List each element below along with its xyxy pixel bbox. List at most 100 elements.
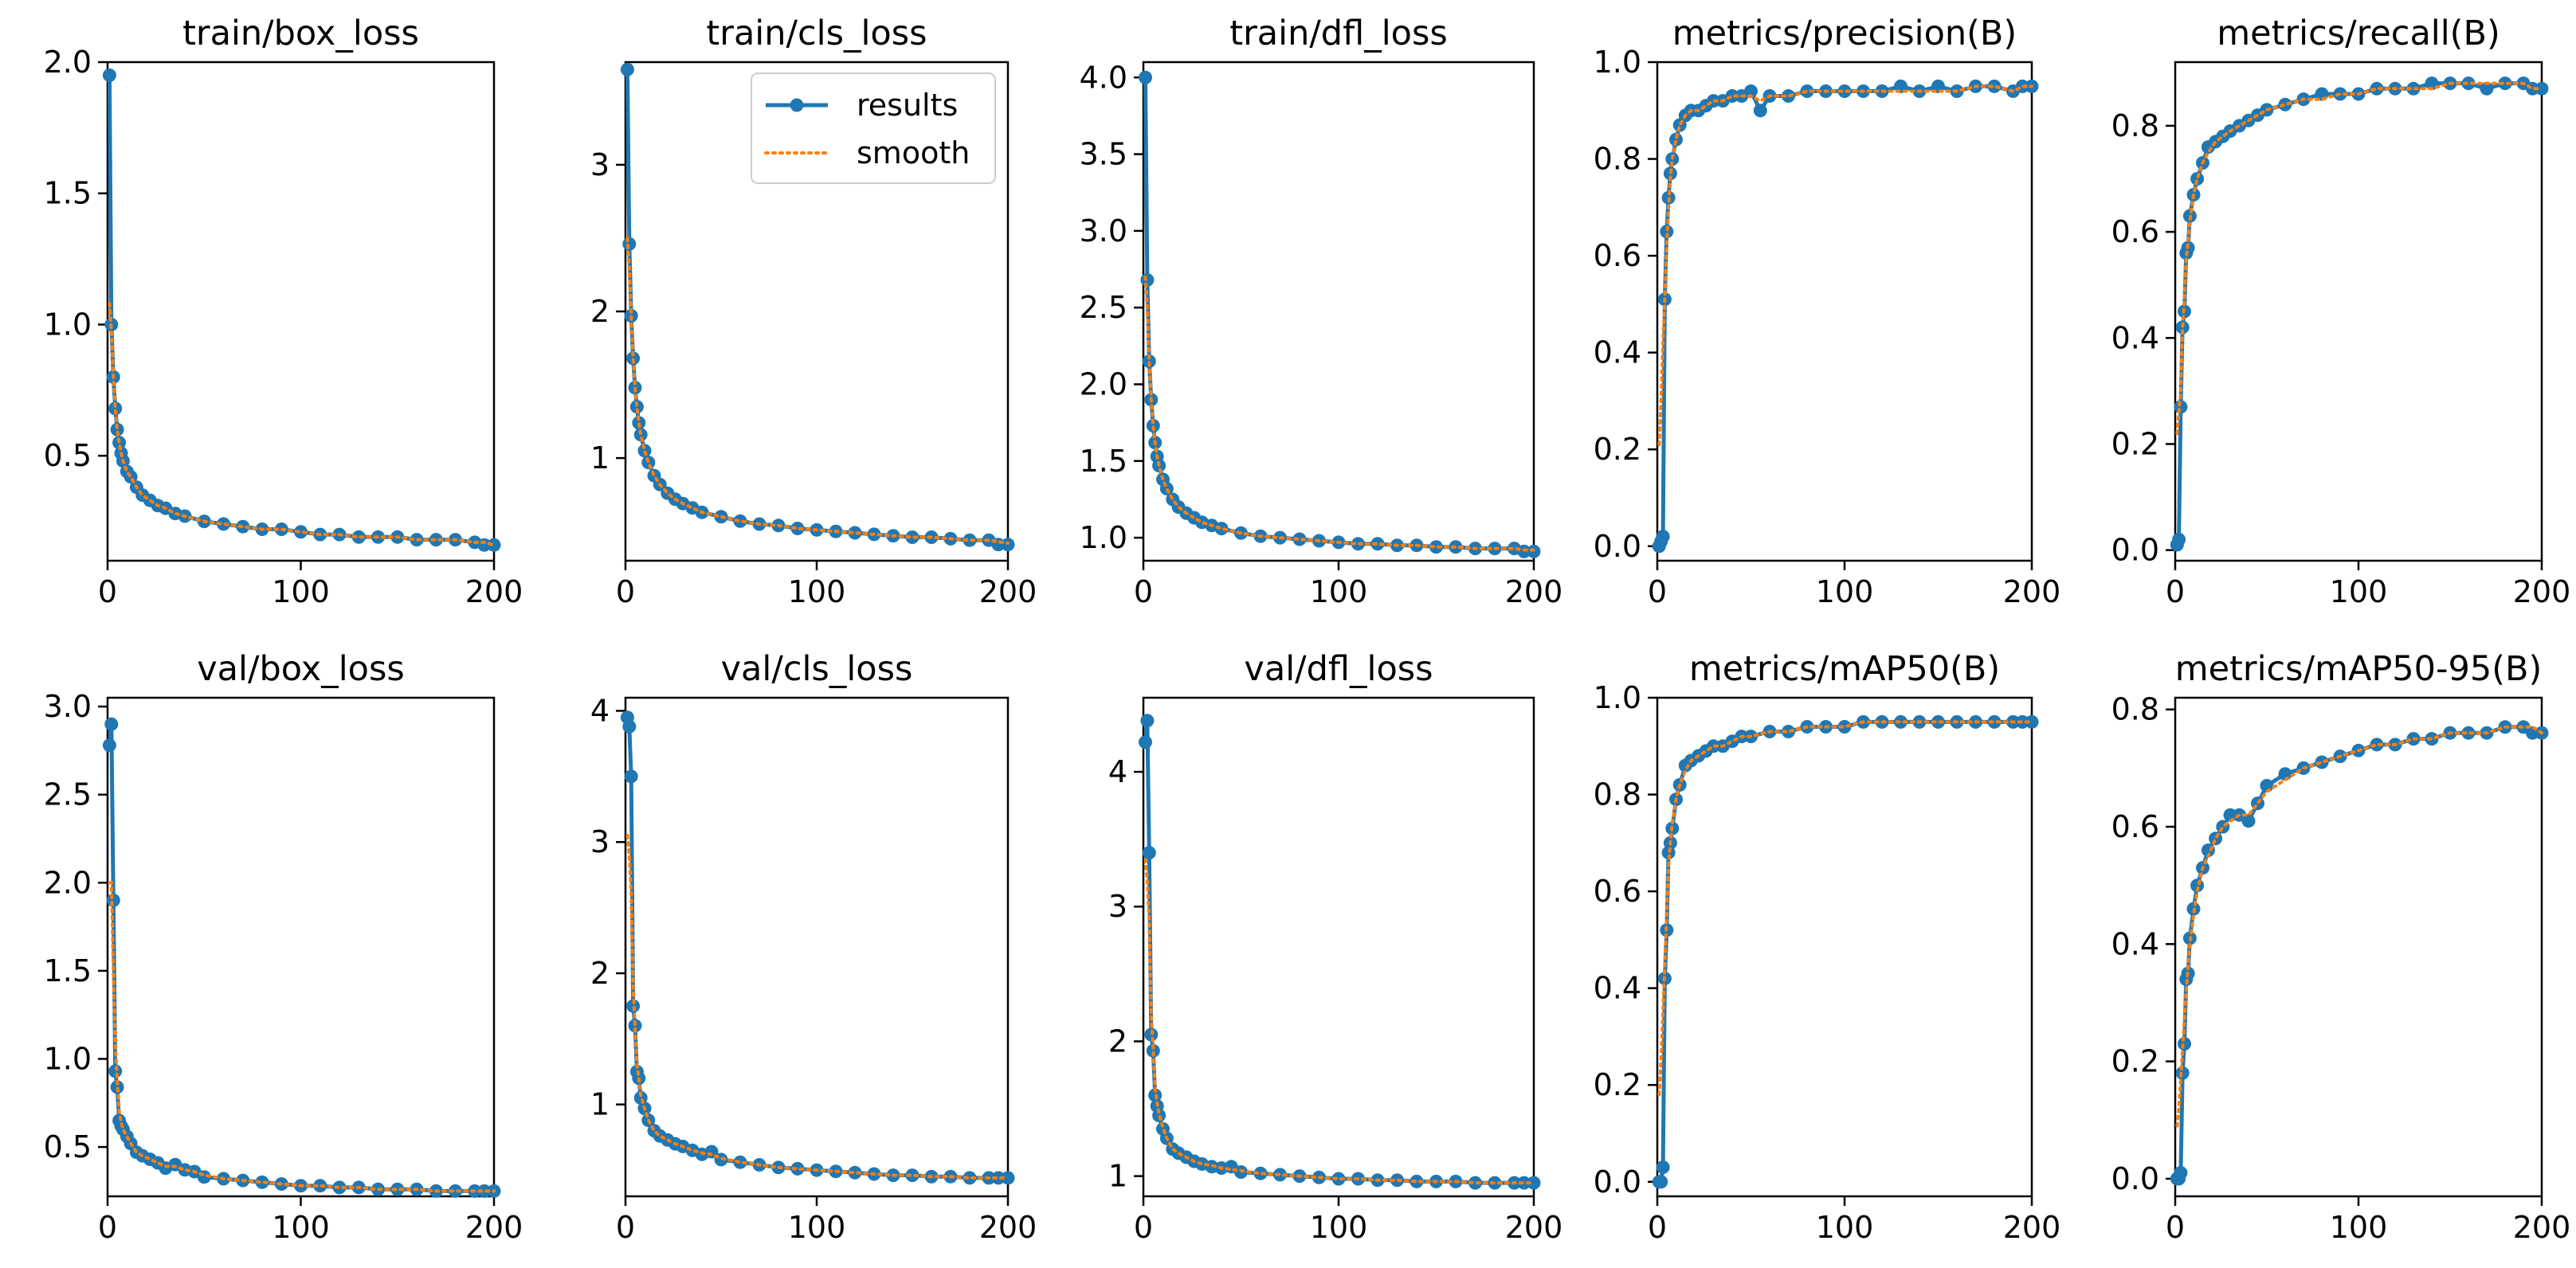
results-point [1656, 530, 1670, 544]
x-tick-label: 200 [2513, 574, 2571, 609]
x-tick-label: 100 [1310, 574, 1368, 609]
results-point [1669, 132, 1683, 147]
results-point [390, 1182, 405, 1196]
y-tick-label: 1.0 [1594, 45, 1641, 80]
plot-frame [1656, 61, 2033, 562]
results-point [622, 719, 637, 734]
chart-panel-0: train/box_loss 0 100 200 0.5 1.0 1.5 2.0 [44, 14, 523, 609]
x-tick-label: 200 [2003, 574, 2061, 609]
y-tick-label: 3 [590, 824, 610, 859]
chart-panel-3: metrics/precision(B) 0 100 200 0.0 0.2 0.4 0.6 0… [1594, 14, 2061, 609]
y-tick-label: 0.6 [2111, 809, 2159, 844]
smooth-series-line [1657, 720, 2033, 1097]
y-tick-label: 4 [1108, 754, 1127, 789]
results-point [1214, 522, 1229, 536]
smooth-series-line [625, 834, 1010, 1180]
plot-frame [624, 696, 1010, 1198]
results-point [108, 401, 123, 416]
y-tick-label: 0.0 [2111, 1161, 2159, 1196]
results-point [255, 1175, 269, 1189]
y-tick-label: 1 [590, 1087, 610, 1122]
results-point [2480, 81, 2494, 96]
results-point [2370, 738, 2384, 752]
x-tick-label: 0 [1134, 574, 1153, 609]
y-tick-label: 0.0 [1594, 1164, 1641, 1200]
results-point [108, 1064, 123, 1078]
chart-panel-9: metrics/mAP50-95(B) 0 100 200 0.0 0.2 0.4 0.6 0.… [2111, 649, 2571, 1245]
y-tick-label: 0.4 [2111, 320, 2159, 355]
results-markers [1652, 714, 2039, 1189]
results-point [963, 533, 977, 547]
x-tick-label: 100 [788, 1210, 846, 1245]
results-point [1253, 1166, 1268, 1180]
chart-panel-5: val/box_loss 0 100 200 0.5 1.0 1.5 2.0 2.5 3.0 [44, 649, 523, 1245]
x-tick-label: 100 [1816, 1210, 1874, 1245]
x-tick-label: 0 [2166, 1210, 2185, 1245]
y-tick-label: 1.5 [44, 953, 92, 988]
y-tick-label: 2.0 [1080, 366, 1127, 401]
y-tick-label: 4 [590, 693, 610, 728]
y-tick-label: 0.4 [2111, 926, 2159, 961]
results-point [104, 717, 119, 731]
y-tick-label: 0.0 [1594, 529, 1641, 564]
x-tick-label: 200 [1505, 574, 1563, 609]
results-point [2498, 76, 2512, 91]
results-point [620, 62, 634, 76]
results-point [2278, 97, 2292, 112]
y-tick-label: 0.8 [1594, 142, 1641, 177]
panel-title: metrics/mAP50-95(B) [2175, 649, 2543, 689]
plot-frame [1142, 61, 1535, 562]
y-tick-label: 0.5 [44, 1129, 92, 1164]
results-point [628, 1019, 642, 1033]
legend: results smooth [751, 72, 996, 184]
panel-title: train/dfl_loss [1229, 14, 1448, 53]
results-point [2216, 820, 2230, 834]
x-tick-label: 0 [616, 574, 635, 609]
panel-title: metrics/recall(B) [2217, 14, 2500, 53]
results-point [449, 1184, 462, 1198]
x-tick-label: 0 [1648, 1210, 1667, 1245]
results-point [733, 514, 747, 528]
y-tick-label: 0.4 [1594, 971, 1641, 1006]
results-point [1468, 1176, 1482, 1190]
results-point [905, 1168, 919, 1183]
results-point [1987, 79, 2002, 93]
results-point [429, 533, 443, 547]
plot-frame [106, 61, 496, 562]
y-tick-label: 1 [590, 440, 610, 475]
x-tick-label: 200 [465, 574, 523, 609]
y-tick-label: 1.5 [44, 176, 92, 211]
results-point [2461, 726, 2476, 740]
y-tick-label: 2 [1108, 1023, 1127, 1059]
x-tick-label: 100 [788, 574, 846, 609]
y-tick-label: 0.8 [2111, 692, 2159, 727]
y-tick-label: 0.6 [1594, 874, 1641, 909]
x-tick-label: 100 [2330, 574, 2388, 609]
results-point [2535, 81, 2549, 96]
y-tick-label: 1.0 [1080, 520, 1127, 555]
y-tick-label: 4.0 [1080, 60, 1127, 95]
results-markers [102, 717, 501, 1198]
chart-panel-2: train/dfl_loss 0 100 200 1.0 1.5 2.0 2.5 3.0 3.5 4… [1080, 14, 1563, 609]
results-point [963, 1171, 977, 1185]
results-point [2370, 81, 2384, 96]
y-tick-label: 3.5 [1080, 137, 1127, 172]
y-tick-label: 3.0 [44, 689, 92, 724]
chart-panel-6: val/cls_loss 0 100 200 1 2 3 4 [590, 649, 1037, 1245]
y-tick-label: 1.5 [1080, 444, 1127, 479]
results-point [1753, 104, 1767, 118]
y-tick-label: 2 [590, 956, 610, 991]
results-point [624, 769, 638, 784]
results-point [1142, 846, 1156, 860]
results-point [2190, 172, 2205, 186]
results-point [477, 1184, 492, 1198]
panel-title: val/dfl_loss [1244, 649, 1433, 689]
legend-results-label: results [857, 88, 958, 123]
results-point [1837, 84, 1852, 98]
results-point [102, 68, 116, 82]
results-point [790, 1161, 805, 1176]
panel-title: train/cls_loss [706, 14, 927, 53]
results-point [629, 400, 644, 414]
results-point [1139, 70, 1152, 84]
results-point [848, 526, 862, 540]
